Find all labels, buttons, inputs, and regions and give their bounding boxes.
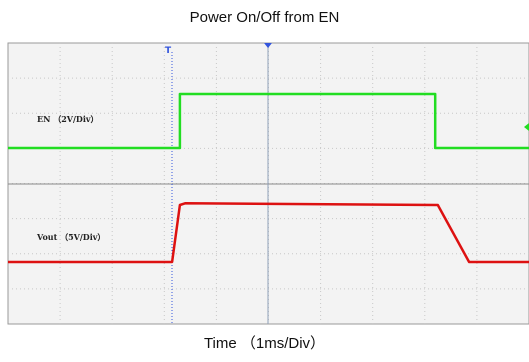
chart-title: Power On/Off from EN — [189, 9, 340, 26]
center-position-marker — [264, 43, 272, 48]
vout-channel-label: Vout （5V/Div） — [36, 232, 105, 242]
x-axis-label: Time （1ms/Div） — [203, 335, 326, 352]
en-trace — [8, 92, 529, 150]
en-channel-label: EN （2V/Div） — [37, 114, 99, 124]
en-level-marker — [524, 123, 529, 131]
traces — [8, 92, 529, 264]
trigger-marker: T — [165, 46, 172, 56]
vout-trace — [8, 202, 529, 264]
